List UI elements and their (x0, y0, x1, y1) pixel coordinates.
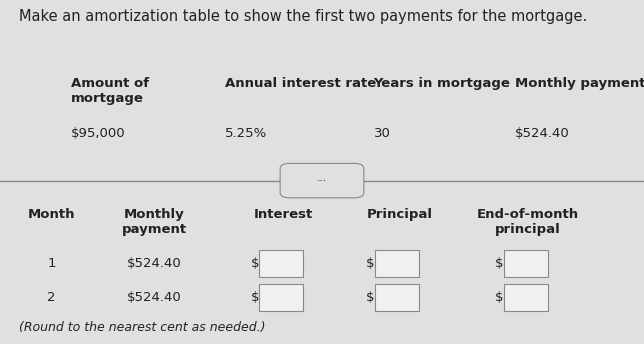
Text: 1: 1 (47, 257, 56, 270)
FancyBboxPatch shape (259, 284, 303, 311)
FancyBboxPatch shape (375, 284, 419, 311)
Text: $: $ (366, 291, 375, 304)
Text: $524.40: $524.40 (127, 257, 182, 270)
Text: Monthly payment: Monthly payment (515, 77, 644, 90)
Text: Month: Month (28, 208, 75, 221)
Text: Monthly
payment: Monthly payment (122, 208, 187, 236)
Text: $: $ (495, 291, 504, 304)
Text: $: $ (251, 257, 259, 270)
Text: Amount of
mortgage: Amount of mortgage (71, 77, 149, 105)
FancyBboxPatch shape (280, 163, 364, 198)
Text: (Round to the nearest cent as needed.): (Round to the nearest cent as needed.) (19, 321, 266, 334)
Text: Interest: Interest (254, 208, 313, 221)
Text: 5.25%: 5.25% (225, 127, 268, 140)
Text: End-of-month
principal: End-of-month principal (477, 208, 579, 236)
Text: $524.40: $524.40 (515, 127, 570, 140)
FancyBboxPatch shape (504, 250, 548, 277)
Text: $: $ (495, 257, 504, 270)
Text: 2: 2 (47, 291, 56, 304)
Text: Annual interest rate: Annual interest rate (225, 77, 377, 90)
FancyBboxPatch shape (259, 250, 303, 277)
Text: Make an amortization table to show the first two payments for the mortgage.: Make an amortization table to show the f… (19, 9, 587, 24)
FancyBboxPatch shape (375, 250, 419, 277)
Text: Years in mortgage: Years in mortgage (374, 77, 511, 90)
Text: ···: ··· (317, 175, 327, 186)
Text: $: $ (366, 257, 375, 270)
Text: $: $ (251, 291, 259, 304)
Text: 30: 30 (374, 127, 390, 140)
Text: Principal: Principal (366, 208, 432, 221)
Text: $524.40: $524.40 (127, 291, 182, 304)
FancyBboxPatch shape (504, 284, 548, 311)
Text: $95,000: $95,000 (71, 127, 126, 140)
